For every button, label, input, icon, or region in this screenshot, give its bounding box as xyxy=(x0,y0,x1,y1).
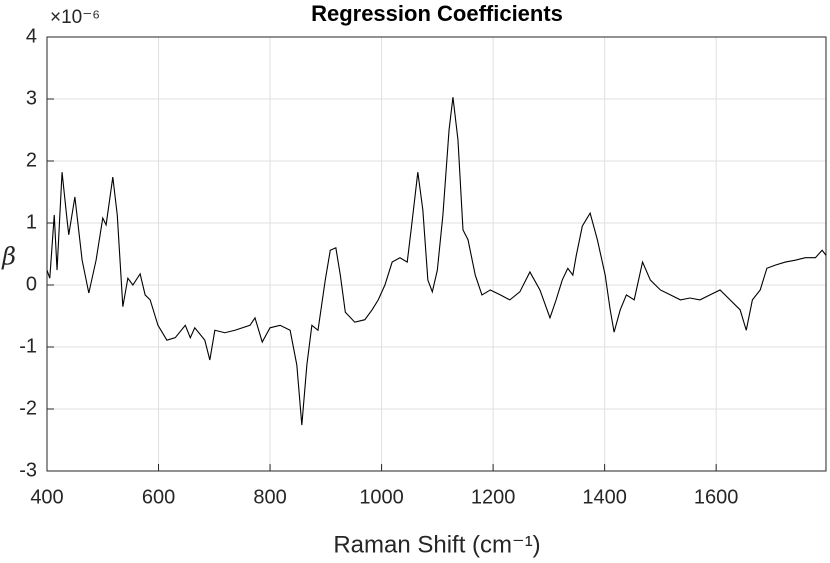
x-tick-label: 1000 xyxy=(359,486,404,508)
y-tick-label: -1 xyxy=(19,335,37,357)
y-tick-label: 1 xyxy=(26,211,37,233)
x-tick-label: 1200 xyxy=(471,486,516,508)
y-tick-label: -2 xyxy=(19,397,37,419)
y-tick-label: 0 xyxy=(26,273,37,295)
data-line xyxy=(46,97,827,426)
plot-frame xyxy=(46,36,827,472)
y-axis-label: β xyxy=(1,243,16,271)
y-tick-label: 2 xyxy=(26,149,37,171)
x-tick-label: 600 xyxy=(142,486,175,508)
y-tick-label: 3 xyxy=(26,87,37,109)
x-tick-label: 1600 xyxy=(694,486,739,508)
chart-title: Regression Coefficients xyxy=(311,1,563,26)
x-tick-label: 1400 xyxy=(582,486,627,508)
x-axis-label: Raman Shift (cm⁻¹) xyxy=(333,531,540,558)
y-tick-label: -3 xyxy=(19,459,37,481)
y-multiplier: ×10⁻⁶ xyxy=(50,7,100,28)
x-tick-label: 400 xyxy=(30,486,63,508)
y-tick-label: 4 xyxy=(26,25,37,47)
x-tick-label: 800 xyxy=(253,486,286,508)
